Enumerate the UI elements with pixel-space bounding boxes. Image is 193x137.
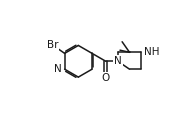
- Text: O: O: [102, 73, 110, 83]
- Text: N: N: [114, 56, 122, 66]
- Text: Br: Br: [47, 40, 58, 50]
- Text: N: N: [54, 64, 61, 74]
- Text: NH: NH: [144, 47, 159, 57]
